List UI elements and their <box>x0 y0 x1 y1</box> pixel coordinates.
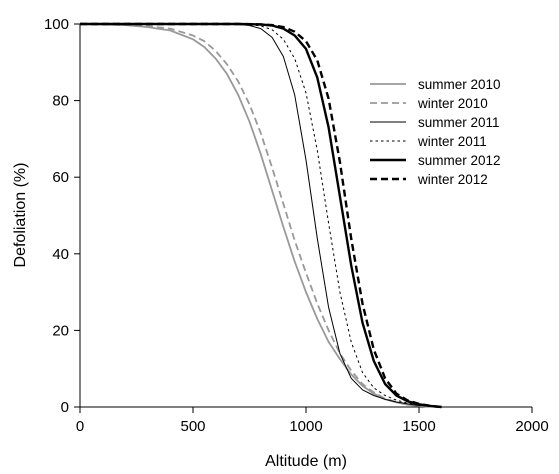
y-tick-label: 20 <box>52 322 69 339</box>
legend-label: winter 2012 <box>417 172 488 187</box>
x-tick-label: 1000 <box>289 418 322 435</box>
series-line-winter-2012 <box>80 22 442 409</box>
x-tick-label: 1500 <box>402 418 435 435</box>
y-axis-label: Defoliation (%) <box>12 163 29 268</box>
series-line-winter-2010 <box>79 23 442 408</box>
series-line-summer-2010 <box>79 23 442 408</box>
series-line-winter-2011 <box>80 23 442 408</box>
legend-label: summer 2010 <box>418 77 501 92</box>
series-lines <box>79 22 442 409</box>
series-line-summer-2011 <box>80 23 442 408</box>
y-tick-label: 0 <box>61 399 69 416</box>
legend-label: summer 2011 <box>418 115 500 130</box>
x-tick-label: 2000 <box>515 418 548 435</box>
x-axis-label: Altitude (m) <box>265 453 347 470</box>
x-axis-ticks: 0 500 1000 1500 2000 <box>76 407 549 435</box>
x-tick-label: 0 <box>76 418 84 435</box>
legend: summer 2010 winter 2010 summer 2011 winter … <box>370 77 501 187</box>
y-tick-label: 100 <box>44 16 69 33</box>
y-axis-ticks: 0 20 40 60 80 100 <box>44 16 80 416</box>
x-tick-label: 500 <box>180 418 205 435</box>
legend-label: winter 2011 <box>417 134 487 149</box>
y-tick-label: 80 <box>52 93 69 110</box>
y-tick-label: 40 <box>52 246 69 263</box>
legend-label: winter 2010 <box>417 96 488 111</box>
y-tick-label: 60 <box>52 169 69 186</box>
legend-label: summer 2012 <box>418 153 501 168</box>
series-line-summer-2012 <box>80 22 442 409</box>
